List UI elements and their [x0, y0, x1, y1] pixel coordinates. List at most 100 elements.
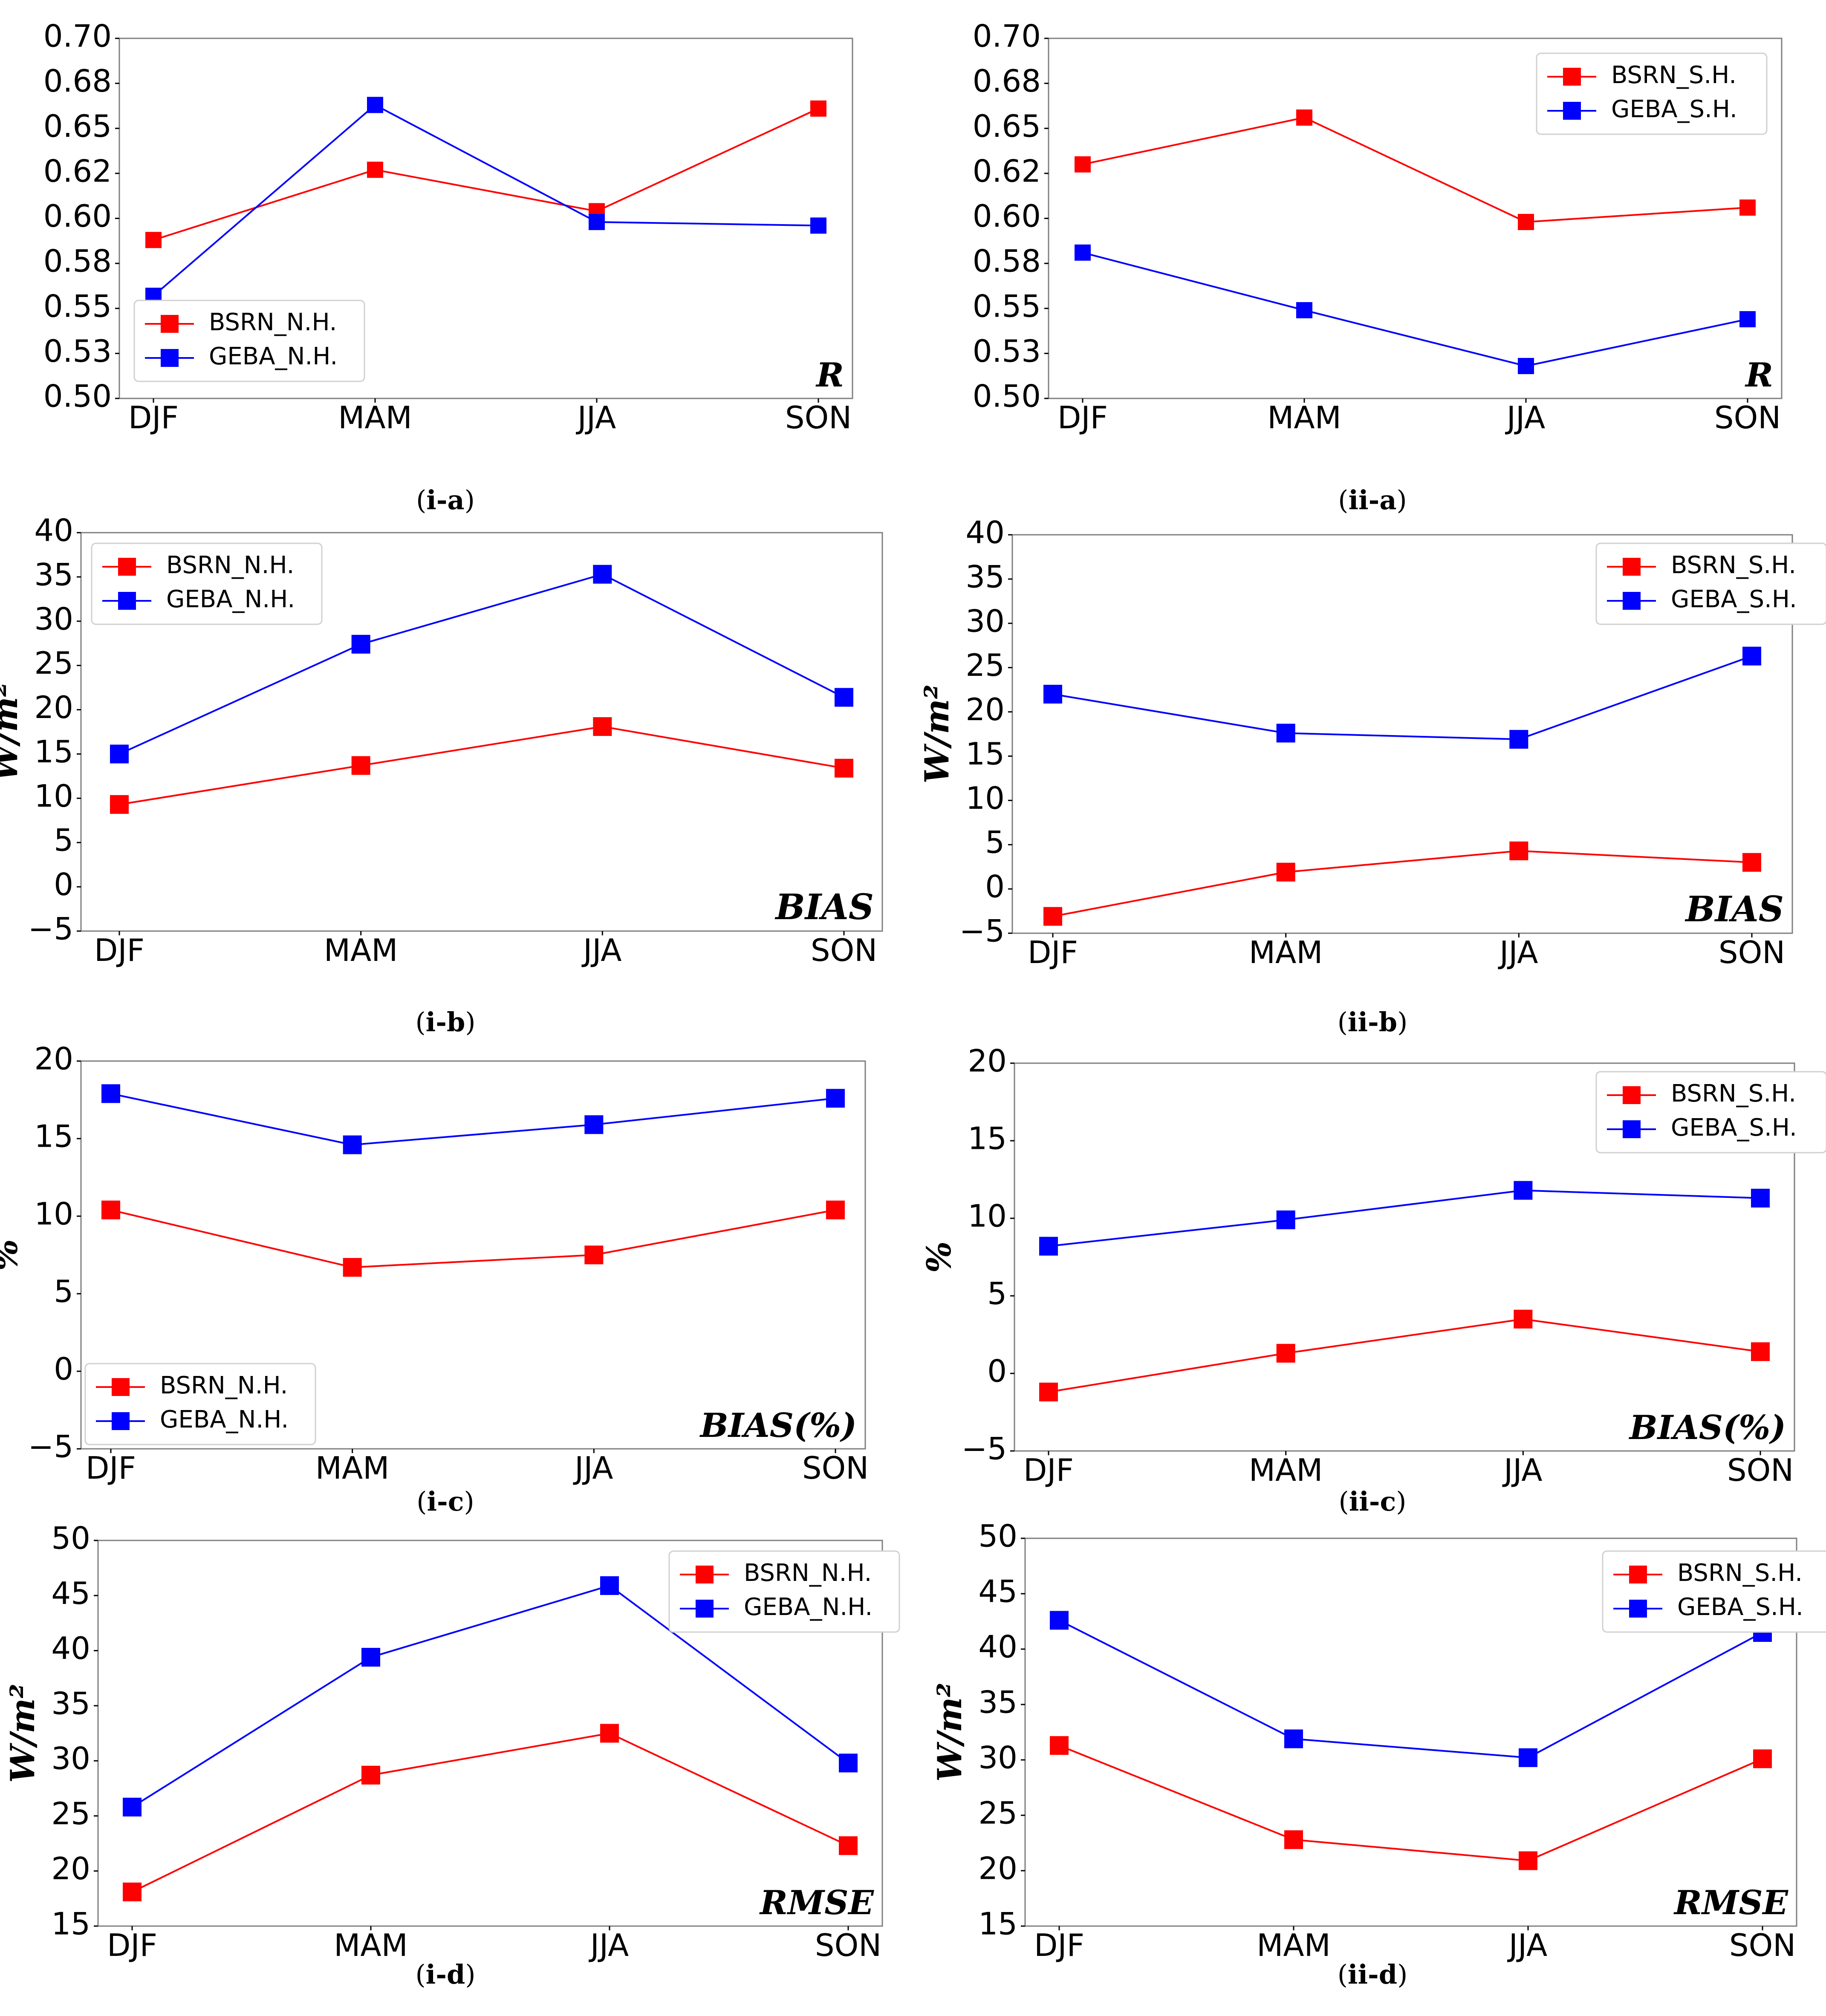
- panel-caption: (ii-d): [1338, 1959, 1408, 1990]
- series-line: [1082, 116, 1748, 223]
- legend: BSRN_S.H. GEBA_S.H.: [1602, 1550, 1826, 1633]
- y-tick-label: 5: [987, 1276, 1007, 1312]
- x-tick-label: MAM: [338, 400, 412, 436]
- chart-panel-i-b: −5 0 5 10 15 20 25 30 35 40 DJF MAM JJA SON W/m² BSRN_N…: [0, 513, 883, 1038]
- data-point: [1751, 1342, 1770, 1361]
- data-point: [835, 759, 853, 778]
- metric-label: RMSE: [759, 1883, 874, 1922]
- data-point: [1050, 1736, 1069, 1755]
- data-point: [810, 100, 826, 117]
- x-tick-label: MAM: [1249, 1452, 1323, 1488]
- legend-label: BSRN_S.H.: [1611, 61, 1736, 89]
- metric-label: BIAS: [774, 887, 874, 928]
- legend-frame: [133, 300, 365, 382]
- data-point: [367, 162, 383, 178]
- data-point: [367, 97, 383, 113]
- series-line: [1059, 1619, 1763, 1759]
- x-tick-label: JJA: [573, 1450, 613, 1486]
- y-tick-label: 15: [968, 1121, 1007, 1157]
- y-tick-label: 0.60: [43, 198, 112, 234]
- y-tick-label: 5: [985, 825, 1005, 860]
- y-tick-label: 0.70: [973, 18, 1041, 54]
- legend-marker: [1623, 1120, 1641, 1138]
- series-line: [1052, 850, 1752, 917]
- y-tick-label: 10: [34, 778, 73, 814]
- y-tick-label: 20: [51, 1851, 90, 1886]
- data-point: [361, 1648, 380, 1667]
- legend-marker: [161, 315, 179, 333]
- y-tick-label: 0: [54, 867, 73, 903]
- series-line: [1059, 1745, 1763, 1862]
- y-tick-label: −5: [28, 911, 73, 947]
- chart-panel-i-d: 15 20 25 30 35 40 45 50 DJF MAM JJA SON W/m² BSRN_N.H…: [3, 1520, 900, 1990]
- y-tick-label: 0.50: [973, 378, 1041, 414]
- data-point: [1075, 156, 1091, 173]
- metric-label: BIAS: [1684, 889, 1784, 930]
- metric-label: BIAS(%): [1629, 1408, 1786, 1447]
- y-tick-label: −5: [28, 1429, 73, 1465]
- y-tick-label: 0.62: [973, 153, 1041, 189]
- x-tick-label: DJF: [1057, 400, 1108, 436]
- legend: BSRN_S.H. GEBA_S.H.: [1595, 542, 1826, 625]
- x-tick-label: JJA: [581, 932, 621, 968]
- y-tick-label: 20: [978, 1851, 1017, 1886]
- legend-label: BSRN_N.H.: [744, 1559, 872, 1587]
- y-tick-label: 15: [51, 1906, 90, 1942]
- metric-label: R: [815, 356, 844, 395]
- x-tick-label: SON: [1729, 1927, 1796, 1963]
- x-tick-label: SON: [815, 1927, 881, 1963]
- data-point: [593, 717, 612, 736]
- series-line: [110, 1209, 836, 1269]
- series-line: [119, 573, 844, 755]
- panel-caption: (i-b): [415, 1007, 475, 1038]
- y-tick-label: 0.55: [973, 288, 1041, 324]
- x-tick-label: DJF: [94, 932, 144, 968]
- data-point: [1753, 1749, 1772, 1768]
- legend-marker: [1563, 102, 1581, 120]
- legend: BSRN_N.H. GEBA_N.H.: [84, 1363, 316, 1445]
- chart-panel-ii-b: −5 0 5 10 15 20 25 30 35 40 DJF MAM JJA SON W/m² BSRN_S…: [918, 515, 1826, 1038]
- y-tick-label: 10: [34, 1196, 73, 1232]
- data-point: [1519, 1851, 1537, 1870]
- legend: BSRN_S.H. GEBA_S.H.: [1595, 1071, 1826, 1154]
- y-tick-label: 0.65: [973, 108, 1041, 144]
- y-tick-label: 5: [54, 822, 73, 858]
- plot-frame: [1011, 534, 1793, 934]
- y-tick-label: 0.53: [43, 333, 112, 369]
- y-tick-label: 15: [34, 734, 73, 770]
- data-point: [1276, 1344, 1295, 1363]
- x-tick-label: MAM: [1267, 400, 1341, 436]
- legend-frame: [1595, 1071, 1826, 1154]
- x-tick-label: MAM: [315, 1450, 390, 1486]
- x-tick-label: MAM: [334, 1927, 408, 1963]
- legend-frame: [84, 1363, 316, 1445]
- series-line: [110, 1093, 836, 1146]
- data-point: [1739, 199, 1756, 216]
- y-tick-label: 0.62: [43, 153, 112, 189]
- data-point: [351, 635, 370, 654]
- y-tick-label: 40: [978, 1629, 1017, 1665]
- legend-marker: [112, 1412, 130, 1430]
- legend-label: GEBA_S.H.: [1677, 1593, 1803, 1621]
- legend-marker: [112, 1378, 130, 1396]
- x-tick-label: SON: [785, 400, 852, 436]
- y-axis-label: W/m²: [930, 1683, 969, 1782]
- series-line: [153, 107, 819, 241]
- x-tick-label: SON: [802, 1450, 869, 1486]
- legend-label: GEBA_S.H.: [1611, 95, 1737, 123]
- plot-frame: [1014, 1062, 1795, 1452]
- y-tick-label: 0.68: [43, 63, 112, 99]
- y-tick-label: 40: [34, 513, 73, 548]
- legend: BSRN_N.H. GEBA_N.H.: [668, 1550, 900, 1633]
- legend-frame: [1536, 52, 1768, 135]
- data-point: [145, 232, 162, 248]
- y-tick-label: 0: [987, 1353, 1007, 1389]
- data-point: [110, 744, 129, 764]
- data-point: [1039, 1237, 1058, 1256]
- y-axis-label: W/m²: [3, 1684, 42, 1783]
- legend-label: GEBA_S.H.: [1671, 585, 1797, 613]
- chart-panel-ii-a: 0.50 0.53 0.55 0.58 0.60 0.62 0.65 0.68 0.70 DJF M…: [973, 18, 1783, 516]
- data-point: [810, 217, 826, 234]
- y-tick-label: −5: [959, 913, 1005, 949]
- data-point: [1284, 1729, 1303, 1748]
